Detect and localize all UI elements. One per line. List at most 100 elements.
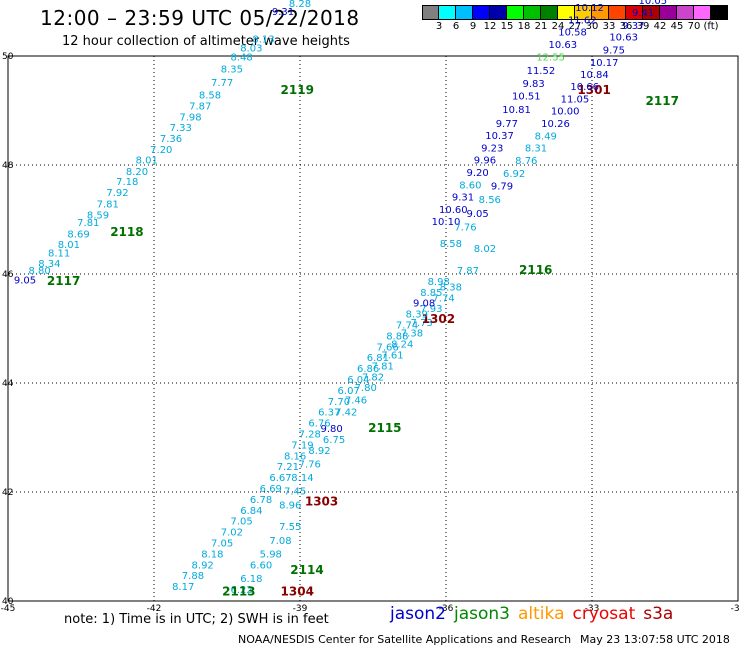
color-scale-label: 24 [551, 21, 565, 32]
wave-height-value: 10.84 [580, 70, 609, 81]
lon-tick-label: -30 [731, 604, 740, 614]
wave-height-value: 10.66 [570, 82, 599, 93]
track-pass-label: 2114 [290, 563, 323, 577]
track-pass-label: 2113 [222, 585, 255, 599]
wave-height-value: 7.21 [277, 462, 299, 473]
color-scale-label: 9 [469, 21, 477, 32]
wave-height-value: 8.14 [291, 473, 313, 484]
wave-height-value: 8.88 [386, 331, 408, 342]
color-swatch [711, 5, 728, 20]
color-swatch [609, 5, 626, 20]
color-swatch [439, 5, 456, 20]
color-scale-label: 42 [653, 21, 667, 32]
wave-height-value: 7.42 [335, 408, 357, 419]
wave-height-value: 10.00 [551, 106, 580, 117]
map-title: 12:00 – 23:59 UTC 05/22/2018 [40, 6, 360, 30]
wave-height-value: 6.69 [260, 484, 282, 495]
wave-height-value: 7.19 [291, 440, 313, 451]
wave-height-value: 7.76 [454, 222, 476, 233]
color-scale-label: 39 [636, 21, 650, 32]
wave-height-value: 6.67 [269, 473, 291, 484]
color-scale-label: 3 [435, 21, 443, 32]
wave-height-value: 7.87 [457, 266, 479, 277]
wave-height-value: 8.17 [172, 582, 194, 593]
lon-tick-label: -33 [585, 604, 600, 614]
wave-height-value: 9.31 [272, 7, 294, 18]
wave-height-value: 10.63 [548, 40, 577, 51]
wave-height-value: 8.03 [240, 44, 262, 55]
wave-height-value: 7.46 [345, 396, 367, 407]
wave-height-value: 9.77 [496, 119, 518, 130]
track-pass-label: 2118 [110, 225, 143, 239]
color-scale-label: 15 [500, 21, 514, 32]
wave-height-value: 7.66 [376, 342, 398, 353]
color-swatch [456, 5, 473, 20]
wave-height-value: 10.17 [590, 58, 619, 69]
wave-height-value: 8.31 [525, 143, 547, 154]
wave-height-value: 8.01 [136, 155, 158, 166]
generated-timestamp: May 23 13:07:58 UTC 2018 [580, 633, 730, 646]
wave-height-value: 8.59 [87, 210, 109, 221]
wave-height-value: 9.05 [467, 209, 489, 220]
track-pass-label: 2116 [519, 263, 552, 277]
wave-height-value: 8.39 [406, 310, 428, 321]
wave-height-value: 6.84 [240, 506, 262, 517]
wave-height-value: 8.98 [428, 277, 450, 288]
wave-height-value: 7.82 [362, 372, 384, 383]
wave-height-value: 7.98 [179, 112, 201, 123]
track-pass-label: 2119 [281, 83, 314, 97]
color-scale-label: 45 [670, 21, 684, 32]
lon-tick-label: -36 [439, 604, 454, 614]
color-scale-label: 27 [568, 21, 582, 32]
legend-entry-jason2: jason2 [390, 604, 446, 624]
wave-height-value: 6.86 [357, 364, 379, 375]
legend-entry-jason3: jason3 [454, 604, 510, 624]
wave-height-value: 7.88 [182, 571, 204, 582]
wave-height-value: 7.55 [279, 522, 301, 533]
lat-tick-label: 46 [2, 270, 14, 280]
footnote: note: 1) Time is in UTC; 2) SWH is in fe… [64, 612, 329, 627]
wave-height-value: 11.62 [568, 15, 597, 26]
wave-height-value: 8.49 [535, 131, 557, 142]
color-swatch [694, 5, 711, 20]
color-scale-label: 18 [517, 21, 531, 32]
credit-line: NOAA/NESDIS Center for Satellite Applica… [238, 633, 572, 646]
wave-height-value: 8.56 [479, 195, 501, 206]
color-scale-label: 33 [602, 21, 616, 32]
wave-height-value: 7.93 [420, 304, 442, 315]
wave-height-value: 10.05 [639, 0, 668, 7]
track-pass-label: 1304 [281, 585, 314, 599]
wave-height-value: 7.05 [211, 539, 233, 550]
wave-height-value: 7.76 [299, 459, 321, 470]
lat-tick-label: 44 [2, 379, 14, 389]
wave-height-value: 8.76 [515, 156, 537, 167]
wave-height-value: 6.22 [230, 585, 252, 596]
color-swatch [541, 5, 558, 20]
wave-height-value: 8.01 [58, 240, 80, 251]
wave-height-value: 9.75 [603, 45, 625, 56]
wave-height-value: 10.81 [502, 105, 531, 116]
wave-height-value: 8.58 [440, 239, 462, 250]
track-pass-label: 2117 [47, 274, 80, 288]
wave-height-value: 7.08 [269, 536, 291, 547]
wave-height-value: 7.87 [189, 101, 211, 112]
wave-height-value: 8.20 [126, 167, 148, 178]
lat-tick-label: 40 [2, 597, 14, 607]
wave-height-value: 6.07 [338, 386, 360, 397]
wave-height-value: 11.52 [527, 66, 556, 77]
wave-height-value: 10.10 [432, 217, 461, 228]
color-swatch [626, 5, 643, 20]
wave-height-value: 8.85 [420, 288, 442, 299]
wave-height-value: 7.20 [150, 145, 172, 156]
wave-height-value: 9.31 [452, 192, 474, 203]
wave-height-value: 7.33 [170, 123, 192, 134]
wave-height-value: 10.63 [609, 33, 638, 44]
wave-height-value: 6.04 [347, 375, 369, 386]
color-swatch [422, 5, 439, 20]
color-swatch [473, 5, 490, 20]
wave-height-value: 9.96 [474, 155, 496, 166]
wave-height-value: 8.02 [474, 244, 496, 255]
color-swatch [643, 5, 660, 20]
color-swatch [490, 5, 507, 20]
lon-tick-label: -39 [293, 604, 308, 614]
